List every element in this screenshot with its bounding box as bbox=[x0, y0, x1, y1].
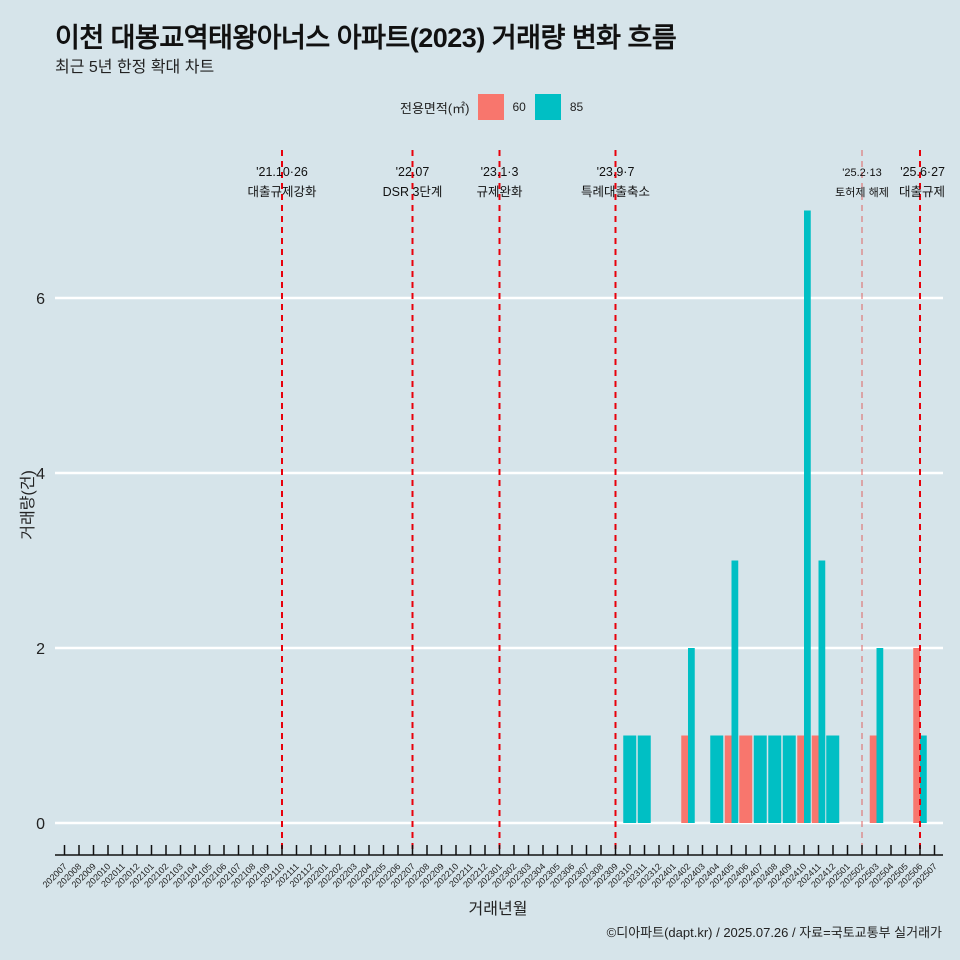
bar-85-202402 bbox=[688, 648, 695, 823]
event-date: '23.1·3 bbox=[481, 165, 519, 179]
legend-label-85: 85 bbox=[569, 100, 584, 114]
bar-85-202404 bbox=[710, 735, 724, 823]
bar-60-202410 bbox=[797, 735, 804, 823]
event-date: '21.10·26 bbox=[256, 165, 308, 179]
event-date: '23.9·7 bbox=[597, 165, 635, 179]
bar-60-202411 bbox=[811, 735, 819, 823]
event-date: '25.2·13 bbox=[842, 167, 881, 179]
footer-credit: ©디아파트(dapt.kr) / 2025.07.26 / 자료=국토교통부 실… bbox=[606, 925, 942, 940]
event-label: 대출규제강화 bbox=[247, 185, 317, 199]
y-tick-label: 6 bbox=[36, 291, 45, 308]
legend-swatch-85 bbox=[534, 94, 561, 120]
axes: 2020072020082020092020102020112020122021… bbox=[41, 845, 943, 890]
bar-85-202506 bbox=[920, 735, 927, 823]
event-label: 특례대출축소 bbox=[581, 185, 650, 199]
legend-title: 전용면적(㎡) bbox=[400, 100, 470, 116]
bars bbox=[623, 210, 927, 823]
y-tick-label: 2 bbox=[36, 641, 45, 658]
y-tick-label: 4 bbox=[36, 466, 45, 483]
bar-85-202405 bbox=[731, 560, 739, 823]
bar-85-202410 bbox=[804, 210, 811, 823]
x-axis-title: 거래년월 bbox=[469, 900, 528, 918]
event-label: 규제완화 bbox=[476, 185, 523, 199]
chart-subtitle: 최근 5년 한정 확대 차트 bbox=[55, 59, 215, 76]
y-axis-title: 거래량(건) bbox=[19, 470, 37, 540]
bar-85-202408 bbox=[768, 735, 782, 823]
event-label: DSR 3단계 bbox=[383, 185, 443, 199]
legend-swatch-60 bbox=[477, 94, 504, 120]
legend-label-60: 60 bbox=[512, 100, 526, 114]
event-label: 토허제 해제 bbox=[835, 185, 889, 199]
bar-60-202406 bbox=[739, 735, 753, 823]
bar-85-202407 bbox=[753, 735, 767, 823]
y-tick-label: 0 bbox=[36, 816, 45, 833]
bar-85-202311 bbox=[637, 735, 651, 823]
event-label: 대출규제 bbox=[899, 185, 945, 199]
event-date: '25.6·27 bbox=[900, 165, 945, 179]
chart-title: 이천 대봉교역태왕아너스 아파트(2023) 거래량 변화 흐름 bbox=[55, 23, 677, 53]
bar-60-202402 bbox=[681, 735, 688, 823]
bar-85-202411 bbox=[818, 560, 826, 823]
legend: 전용면적(㎡) 60 85 bbox=[400, 94, 592, 120]
event-date: '22.07 bbox=[396, 165, 430, 179]
bar-85-202503 bbox=[876, 648, 884, 823]
bar-60-202503 bbox=[869, 735, 877, 823]
bar-60-202405 bbox=[724, 735, 732, 823]
bar-85-202412 bbox=[826, 735, 840, 823]
bar-85-202310 bbox=[623, 735, 637, 823]
event-lines: '21.10·26 대출규제강화 '22.07 DSR 3단계 '23.1·3 규제완화 '… bbox=[247, 150, 945, 855]
bar-85-202409 bbox=[782, 735, 796, 823]
bar-60-202506 bbox=[913, 648, 920, 823]
